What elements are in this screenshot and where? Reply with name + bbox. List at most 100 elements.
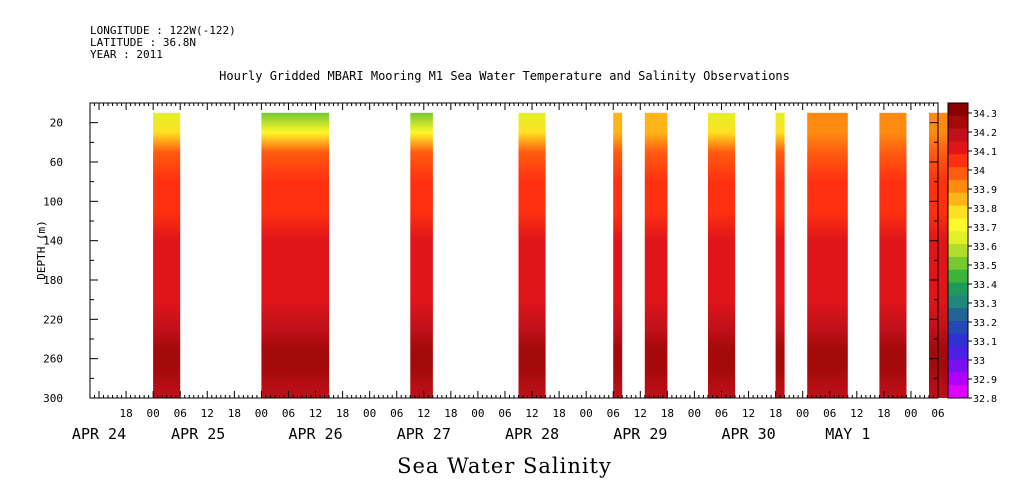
x-hour-label: 18 xyxy=(336,407,349,420)
salinity-data-blocks xyxy=(153,112,961,399)
x-hour-label: 00 xyxy=(688,407,701,420)
colorbar-swatch xyxy=(948,256,968,271)
x-hour-label: 12 xyxy=(309,407,322,420)
colorbar-label: 33 xyxy=(973,356,985,367)
x-day-label: APR 25 xyxy=(171,425,225,443)
colorbar-swatch xyxy=(948,385,968,399)
data-block xyxy=(518,112,546,399)
x-hour-label: 00 xyxy=(471,407,484,420)
x-hour-label: 12 xyxy=(525,407,538,420)
colorbar-swatch xyxy=(948,231,968,245)
y-tick-label: 100 xyxy=(43,195,63,208)
x-day-label: APR 27 xyxy=(397,425,451,443)
x-hour-label: 00 xyxy=(363,407,376,420)
x-day-label: APR 26 xyxy=(288,425,342,443)
data-block xyxy=(613,112,623,399)
colorbar-swatch xyxy=(948,308,968,322)
colorbar-swatch xyxy=(948,346,968,361)
variable-title: Sea Water Salinity xyxy=(397,454,612,478)
data-block xyxy=(807,112,848,399)
colorbar-swatch xyxy=(948,115,968,130)
x-day-label: APR 29 xyxy=(613,425,667,443)
x-axis: 18 00 06 12 18 00 06 12 18 00 06 12 18 00 06 12 18 00 06 12… xyxy=(72,103,945,443)
colorbar-label: 32.8 xyxy=(973,394,997,405)
colorbar-label: 33.9 xyxy=(973,185,997,196)
colorbar-swatch xyxy=(948,167,968,181)
y-tick-label: 300 xyxy=(43,392,63,405)
data-block xyxy=(644,112,668,399)
x-day-label: APR 24 xyxy=(72,425,126,443)
x-hour-label: 18 xyxy=(444,407,457,420)
x-hour-label: 12 xyxy=(850,407,863,420)
y-tick-label: 180 xyxy=(43,274,63,287)
y-tick-label: 60 xyxy=(50,156,63,169)
colorbar-label: 33.6 xyxy=(973,242,997,253)
colorbar-swatch xyxy=(948,372,968,386)
x-hour-label: 12 xyxy=(417,407,430,420)
colorbar-swatch xyxy=(948,103,968,117)
x-hour-label: 06 xyxy=(607,407,620,420)
x-hour-label: 00 xyxy=(796,407,809,420)
chart-title: Hourly Gridded MBARI Mooring M1 Sea Wate… xyxy=(219,69,790,83)
x-hour-label: 06 xyxy=(823,407,836,420)
colorbar-swatch xyxy=(948,141,968,155)
colorbar-frame xyxy=(947,102,969,399)
colorbar-swatch xyxy=(948,205,968,219)
x-day-label: MAY 1 xyxy=(825,425,870,443)
x-hour-label: 18 xyxy=(228,407,241,420)
year-label: YEAR : 2011 xyxy=(90,48,163,61)
y-tick-label: 20 xyxy=(50,117,63,130)
x-hour-label: 12 xyxy=(201,407,214,420)
colorbar-swatch xyxy=(948,218,968,232)
x-hour-label: 18 xyxy=(661,407,674,420)
colorbar-swatch xyxy=(948,333,968,348)
data-block xyxy=(153,112,181,399)
y-tick-label: 220 xyxy=(43,313,63,326)
colorbar-label: 32.9 xyxy=(973,375,997,386)
colorbar-label: 33.8 xyxy=(973,204,997,215)
colorbar-label: 34.1 xyxy=(973,147,997,158)
longitude-label: LONGITUDE : 122W(-122) xyxy=(90,24,236,37)
colorbar-swatch xyxy=(948,295,968,309)
colorbar-swatch xyxy=(948,359,968,373)
y-axis-label: DEPTH (m) xyxy=(35,220,48,280)
colorbar-swatch xyxy=(948,179,968,194)
x-hour-label: 00 xyxy=(580,407,593,420)
x-hour-label: 06 xyxy=(498,407,511,420)
colorbar: 34.3 34.2 34.1 34 33.9 33.8 33.7 33.6 33.5 33.4 33… xyxy=(947,102,997,405)
colorbar-label: 34.2 xyxy=(973,128,997,139)
colorbar-label: 33.1 xyxy=(973,337,997,348)
x-hour-label: 12 xyxy=(742,407,755,420)
x-day-label: APR 28 xyxy=(505,425,559,443)
x-hour-label: 06 xyxy=(715,407,728,420)
colorbar-swatch xyxy=(948,282,968,296)
x-hour-label: 18 xyxy=(552,407,565,420)
y-tick-label: 260 xyxy=(43,353,63,366)
x-hour-label: 12 xyxy=(634,407,647,420)
colorbar-label: 33.4 xyxy=(973,280,997,291)
y-axis: 20 60 100 140 180 220 260 300 xyxy=(43,117,938,405)
x-hour-label: 06 xyxy=(931,407,944,420)
x-hour-label: 18 xyxy=(119,407,132,420)
x-hour-label: 18 xyxy=(769,407,782,420)
colorbar-label: 33.5 xyxy=(973,261,997,272)
x-hour-label: 06 xyxy=(390,407,403,420)
data-block xyxy=(261,112,330,399)
x-hour-label: 00 xyxy=(904,407,917,420)
colorbar-swatch xyxy=(948,244,968,258)
x-hour-label: 06 xyxy=(282,407,295,420)
colorbar-label: 34.3 xyxy=(973,109,997,120)
colorbar-swatch xyxy=(948,269,968,284)
data-block xyxy=(410,112,433,399)
x-hour-label: 06 xyxy=(174,407,187,420)
x-hour-label: 00 xyxy=(147,407,160,420)
x-hour-label: 18 xyxy=(877,407,890,420)
colorbar-swatch xyxy=(948,192,968,207)
colorbar-label: 33.3 xyxy=(973,299,997,310)
latitude-label: LATITUDE : 36.8N xyxy=(90,36,196,49)
x-day-label: APR 30 xyxy=(721,425,775,443)
y-tick-label: 140 xyxy=(43,235,63,248)
x-hour-label: 00 xyxy=(255,407,268,420)
colorbar-swatch xyxy=(948,321,968,335)
